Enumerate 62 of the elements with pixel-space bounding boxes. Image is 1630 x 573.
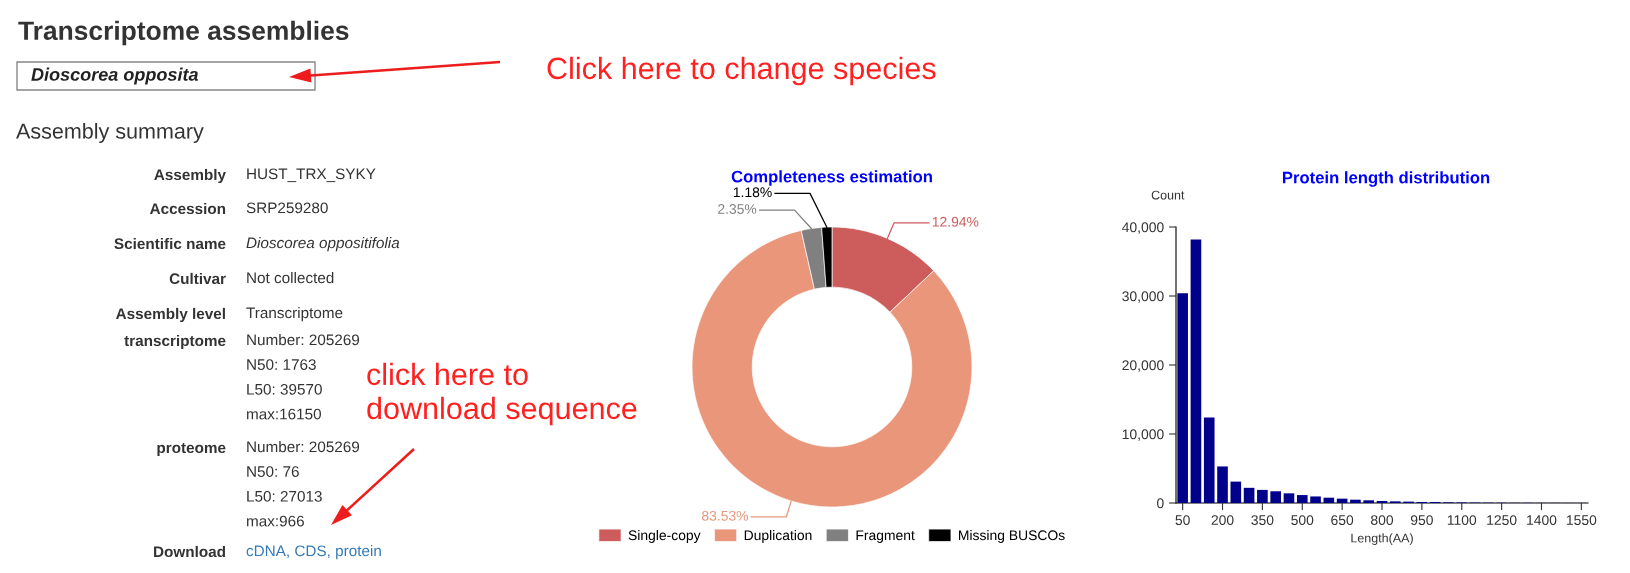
bar bbox=[1350, 499, 1361, 503]
data-label: 12.94% bbox=[932, 216, 979, 227]
bar bbox=[1243, 487, 1255, 503]
x-tick-label: 200 bbox=[1211, 515, 1234, 526]
chart-title: Completeness estimation bbox=[731, 170, 932, 186]
chart-title: Protein length distribution bbox=[1282, 171, 1490, 187]
y-tick-label: 0 bbox=[1157, 498, 1164, 509]
x-tick-label: 1400 bbox=[1527, 515, 1557, 526]
y-tick-label: 10,000 bbox=[1122, 429, 1164, 441]
bar bbox=[1296, 495, 1308, 503]
text: Not collected bbox=[247, 272, 334, 284]
bar bbox=[1310, 496, 1321, 503]
text: Dioscorea opposita bbox=[31, 67, 199, 85]
category-label: proteome bbox=[157, 442, 226, 457]
category-label: Download bbox=[154, 545, 225, 558]
x-tick-label: 950 bbox=[1410, 515, 1433, 526]
bar bbox=[1283, 493, 1295, 503]
x-tick-label: 50 bbox=[1175, 515, 1190, 526]
text: Number: 205269 N50: 1763 L50: 39570 max:16150 bbox=[247, 334, 360, 420]
text: Transcriptome bbox=[246, 307, 343, 322]
data-label: 83.53% bbox=[702, 510, 749, 521]
x-tick-label: 800 bbox=[1371, 515, 1394, 526]
text: Transcriptome assemblies bbox=[18, 20, 349, 46]
data-label: 1.18% bbox=[733, 187, 772, 198]
bar bbox=[1203, 417, 1215, 503]
category-label: Cultivar bbox=[169, 272, 226, 285]
x-axis-title: Length(AA) bbox=[1351, 533, 1413, 545]
y-tick-label: 40,000 bbox=[1122, 222, 1164, 234]
bar bbox=[1190, 239, 1202, 503]
x-tick-label: 1550 bbox=[1566, 515, 1597, 526]
bar bbox=[1363, 500, 1375, 503]
category-label: Assembly bbox=[154, 168, 226, 184]
text: click here to download sequence bbox=[367, 362, 637, 426]
text: HUST_TRX_SYKY bbox=[247, 168, 376, 183]
category-label: Scientific name bbox=[114, 237, 226, 250]
bar bbox=[1177, 293, 1188, 503]
y-tick-label: 20,000 bbox=[1122, 360, 1164, 372]
category-label: transcriptome bbox=[124, 334, 226, 350]
text: SRP259280 bbox=[246, 202, 328, 214]
legend-label: Missing BUSCOs bbox=[959, 529, 1065, 543]
x-tick-label: 500 bbox=[1291, 515, 1314, 526]
x-tick-label: 350 bbox=[1251, 515, 1274, 526]
y-tick-label: 30,000 bbox=[1122, 291, 1164, 303]
legend-label: Duplication bbox=[744, 529, 812, 543]
text: Assembly summary bbox=[16, 122, 204, 144]
text: Dioscorea oppositifolia bbox=[246, 237, 400, 252]
text: cDNA, CDS, protein bbox=[246, 545, 381, 560]
bar bbox=[1230, 481, 1242, 503]
x-tick-label: 1250 bbox=[1487, 515, 1517, 526]
data-label: 2.35% bbox=[718, 204, 757, 214]
text: Number: 205269 N50: 76 L50: 27013 max:966 bbox=[247, 441, 360, 527]
bar bbox=[1257, 489, 1268, 503]
y-axis-title: Count bbox=[1151, 190, 1185, 200]
category-label: Assembly level bbox=[115, 307, 225, 323]
x-tick-label: 1100 bbox=[1447, 515, 1477, 526]
legend-label: Single-copy bbox=[628, 529, 701, 543]
bar bbox=[1270, 491, 1281, 503]
x-tick-label: 650 bbox=[1331, 515, 1354, 526]
category-label: Accession bbox=[149, 202, 226, 215]
bar bbox=[1217, 466, 1228, 503]
legend-label: Fragment bbox=[856, 530, 915, 543]
text: Click here to change species bbox=[547, 56, 936, 86]
